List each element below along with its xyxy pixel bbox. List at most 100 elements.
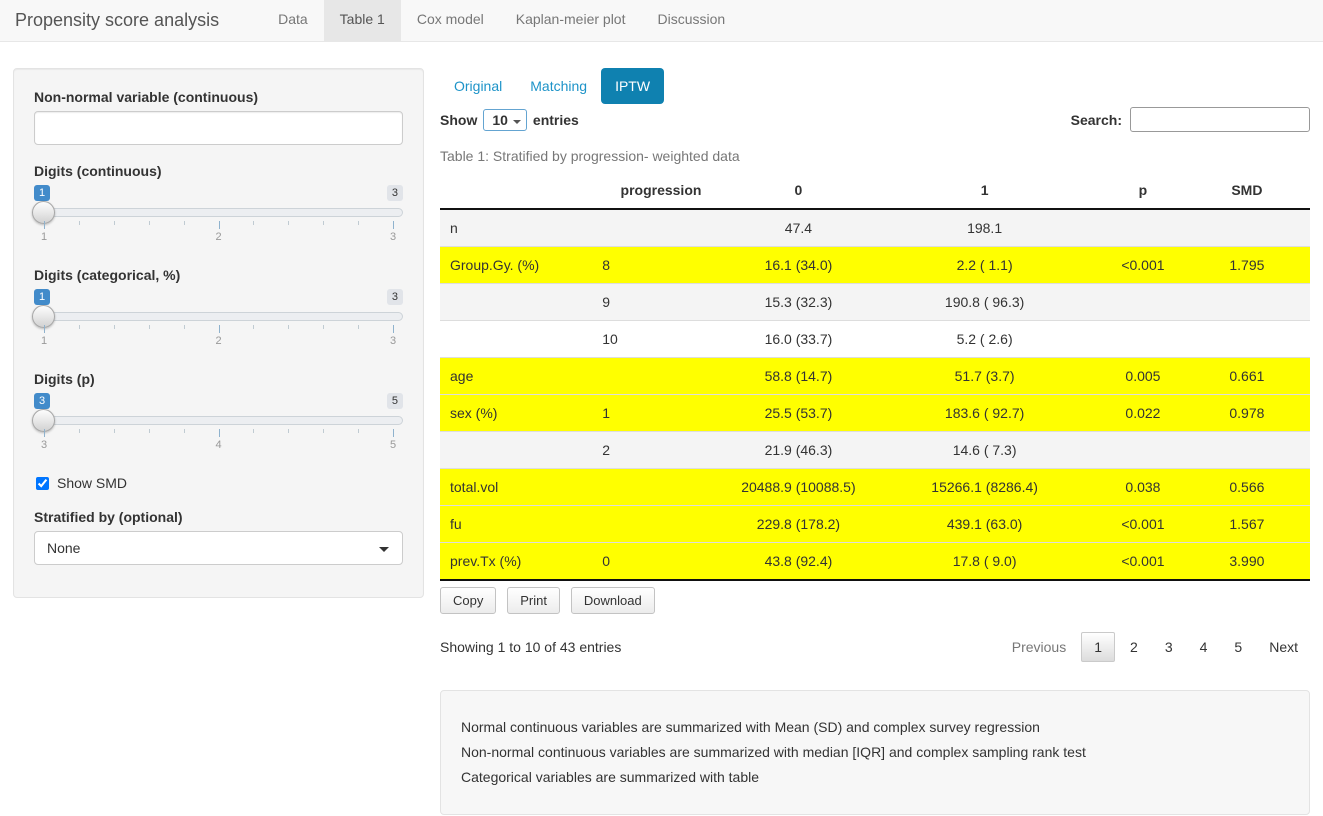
slider-max-badge: 5: [387, 393, 403, 409]
table-caption: Table 1: Stratified by progression- weig…: [440, 148, 1310, 164]
chevron-down-icon: [379, 547, 389, 557]
table-row: prev.Tx (%)043.8 (92.4)17.8 ( 9.0)<0.001…: [440, 543, 1310, 581]
search-input[interactable]: [1130, 107, 1310, 132]
tab-iptw[interactable]: IPTW: [601, 68, 664, 104]
digits-p-slider[interactable]: 3 5 3 4 5: [34, 393, 403, 457]
column-header-0[interactable]: 0: [730, 174, 867, 209]
page-button-3[interactable]: 3: [1153, 633, 1185, 661]
table-row: sex (%)125.5 (53.7)183.6 ( 92.7)0.0220.9…: [440, 395, 1310, 432]
slider-tick-label: 4: [215, 439, 221, 451]
note-normal-continuous: Normal continuous variables are summariz…: [461, 715, 1289, 740]
slider-track[interactable]: [34, 208, 403, 217]
nonnormal-variable-group: Non-normal variable (continuous): [34, 89, 403, 145]
slider-track[interactable]: [34, 312, 403, 321]
show-smd-checkbox[interactable]: [36, 477, 49, 490]
search-label: Search:: [1071, 112, 1122, 128]
slider-tick-label: 3: [41, 439, 47, 451]
entries-length-control: Show 10 entries: [440, 109, 579, 131]
slider-max-badge: 3: [387, 185, 403, 201]
slider-tick-label: 1: [41, 231, 47, 243]
table-row: total.vol20488.9 (10088.5)15266.1 (8286.…: [440, 469, 1310, 506]
app-title[interactable]: Propensity score analysis: [0, 0, 234, 41]
stratified-by-label: Stratified by (optional): [34, 509, 403, 525]
table-row: fu229.8 (178.2)439.1 (63.0)<0.0011.567: [440, 506, 1310, 543]
table-row: Group.Gy. (%)816.1 (34.0)2.2 ( 1.1)<0.00…: [440, 247, 1310, 284]
table-row: 221.9 (46.3)14.6 ( 7.3): [440, 432, 1310, 469]
slider-tick-label: 3: [390, 231, 396, 243]
digits-categorical-group: Digits (categorical, %) 1 3 1 2 3: [34, 267, 403, 353]
digits-p-group: Digits (p) 3 5 3 4 5: [34, 371, 403, 457]
tab-matching[interactable]: Matching: [516, 68, 601, 104]
digits-p-label: Digits (p): [34, 371, 403, 387]
sidebar-panel: Non-normal variable (continuous) Digits …: [13, 68, 424, 598]
page-button-4[interactable]: 4: [1188, 633, 1220, 661]
stratified-by-value: None: [47, 540, 80, 556]
main-panel: Original Matching IPTW Show 10 entries S…: [440, 68, 1310, 815]
stratified-by-group: Stratified by (optional) None: [34, 509, 403, 565]
note-nonnormal-continuous: Non-normal continuous variables are summ…: [461, 740, 1289, 765]
column-header-1[interactable]: 1: [867, 174, 1102, 209]
navbar-tab-data[interactable]: Data: [262, 0, 324, 41]
entries-info: Showing 1 to 10 of 43 entries: [440, 639, 621, 655]
nonnormal-variable-input[interactable]: [34, 111, 403, 145]
table1-tabset: Original Matching IPTW: [440, 68, 1310, 104]
table-row: age58.8 (14.7)51.7 (3.7)0.0050.661: [440, 358, 1310, 395]
digits-continuous-label: Digits (continuous): [34, 163, 403, 179]
digits-continuous-group: Digits (continuous) 1 3 1 2 3: [34, 163, 403, 249]
slider-grid: 1 2 3: [44, 325, 393, 349]
show-label: Show: [440, 112, 477, 128]
navbar-tab-table1[interactable]: Table 1: [324, 0, 401, 41]
column-header-progression[interactable]: progression: [592, 174, 729, 209]
stratified-by-select[interactable]: None: [34, 531, 403, 565]
pagination: Previous 1 2 3 4 5 Next: [997, 632, 1310, 662]
digits-categorical-slider[interactable]: 1 3 1 2 3: [34, 289, 403, 353]
note-categorical: Categorical variables are summarized wit…: [461, 765, 1289, 790]
slider-value-badge: 1: [34, 185, 50, 201]
column-header-p[interactable]: p: [1102, 174, 1184, 209]
page-button-5[interactable]: 5: [1222, 633, 1254, 661]
navbar-tab-discussion[interactable]: Discussion: [641, 0, 741, 41]
entries-select[interactable]: 10: [483, 109, 527, 131]
page-button-1[interactable]: 1: [1081, 632, 1115, 662]
slider-value-badge: 1: [34, 289, 50, 305]
slider-tick-label: 2: [215, 335, 221, 347]
column-header-rowname[interactable]: [440, 174, 592, 209]
navbar-tabs: Data Table 1 Cox model Kaplan-meier plot…: [262, 0, 741, 41]
slider-grid: 1 2 3: [44, 221, 393, 245]
slider-track[interactable]: [34, 416, 403, 425]
table1-datatable: progression 0 1 p SMD n47.4198.1 Group.G…: [440, 174, 1310, 581]
navbar: Propensity score analysis Data Table 1 C…: [0, 0, 1323, 42]
slider-tick-label: 2: [215, 231, 221, 243]
page-button-2[interactable]: 2: [1118, 633, 1150, 661]
table-footer-row: Showing 1 to 10 of 43 entries Previous 1…: [440, 632, 1310, 662]
slider-grid: 3 4 5: [44, 429, 393, 453]
slider-tick-label: 3: [390, 335, 396, 347]
show-smd-row: Show SMD: [36, 475, 403, 491]
entries-select-value: 10: [492, 112, 508, 128]
next-page-button[interactable]: Next: [1257, 633, 1310, 661]
navbar-tab-cox-model[interactable]: Cox model: [401, 0, 500, 41]
slider-value-badge: 3: [34, 393, 50, 409]
slider-tick-label: 1: [41, 335, 47, 347]
download-button[interactable]: Download: [571, 587, 655, 614]
table-row: 915.3 (32.3)190.8 ( 96.3): [440, 284, 1310, 321]
summary-notes-panel: Normal continuous variables are summariz…: [440, 690, 1310, 815]
slider-tick-label: 5: [390, 439, 396, 451]
navbar-tab-kaplan-meier[interactable]: Kaplan-meier plot: [500, 0, 642, 41]
table-header-row: progression 0 1 p SMD: [440, 174, 1310, 209]
previous-page-button[interactable]: Previous: [1000, 633, 1078, 661]
print-button[interactable]: Print: [507, 587, 560, 614]
table-row: 1016.0 (33.7)5.2 ( 2.6): [440, 321, 1310, 358]
copy-button[interactable]: Copy: [440, 587, 496, 614]
show-smd-label: Show SMD: [57, 475, 127, 491]
entries-label: entries: [533, 112, 579, 128]
tab-original[interactable]: Original: [440, 68, 516, 104]
table-row: n47.4198.1: [440, 209, 1310, 247]
export-buttons: Copy Print Download: [440, 587, 1310, 614]
slider-max-badge: 3: [387, 289, 403, 305]
digits-categorical-label: Digits (categorical, %): [34, 267, 403, 283]
column-header-smd[interactable]: SMD: [1184, 174, 1310, 209]
search-control: Search:: [1071, 107, 1310, 132]
digits-continuous-slider[interactable]: 1 3 1 2 3: [34, 185, 403, 249]
datatable-controls: Show 10 entries Search:: [440, 107, 1310, 132]
